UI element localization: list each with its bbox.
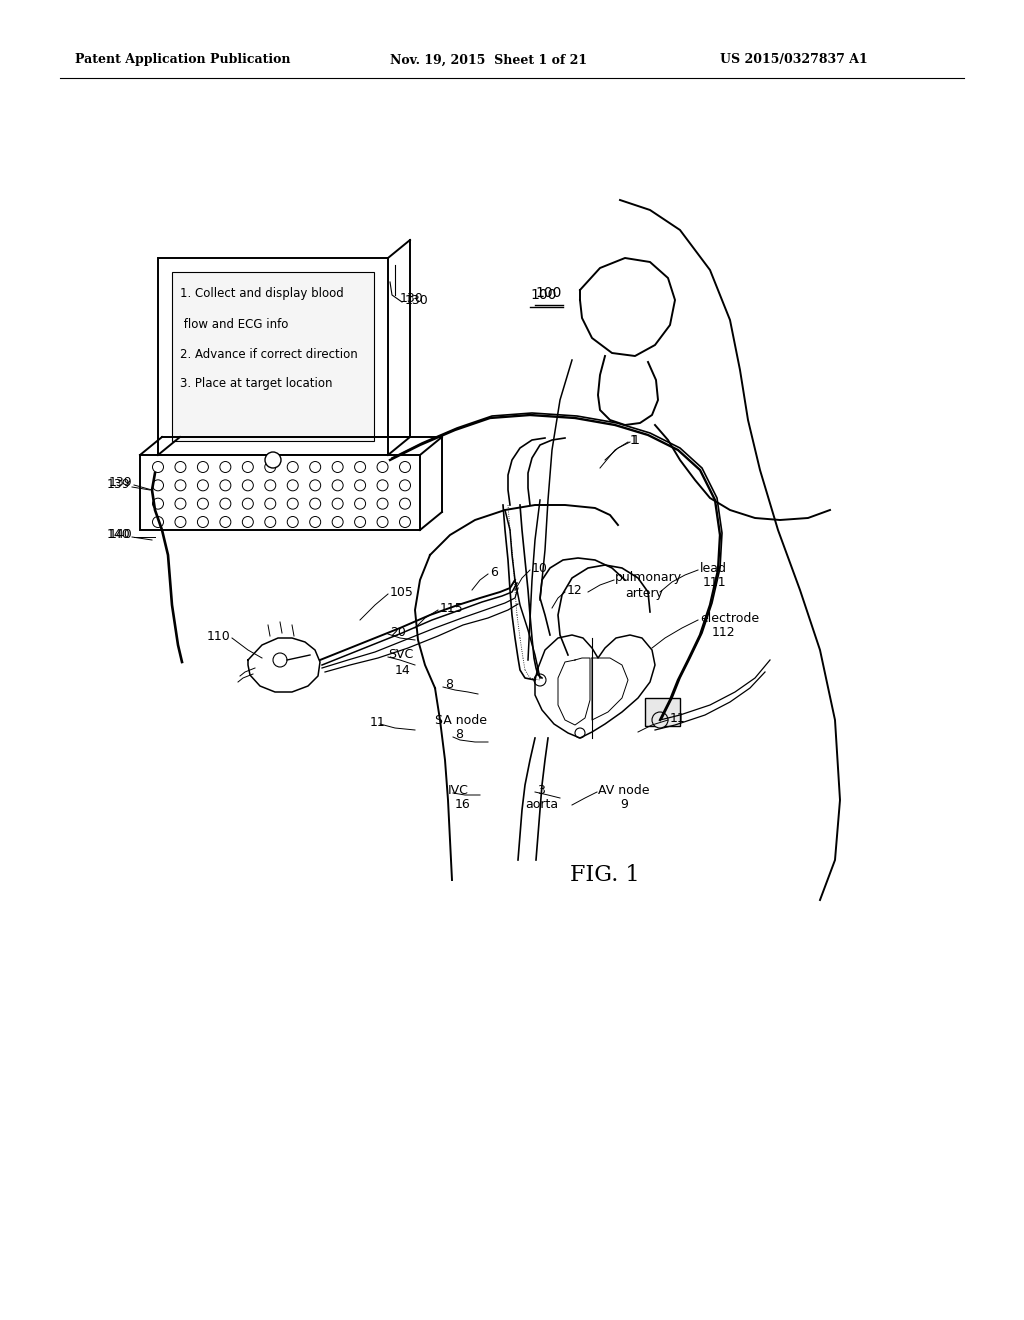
Text: 8: 8 [455,729,463,742]
Text: 3: 3 [537,784,545,796]
Text: AV node: AV node [598,784,649,796]
Text: 1: 1 [632,433,640,446]
Text: SVC: SVC [388,648,414,661]
Text: pulmonary: pulmonary [615,572,682,585]
Circle shape [575,729,585,738]
Text: 14: 14 [395,664,411,676]
Text: electrode: electrode [700,611,759,624]
Text: 11: 11 [670,711,686,725]
Text: FIG. 1: FIG. 1 [570,865,640,886]
Text: 3. Place at target location: 3. Place at target location [180,378,333,391]
Circle shape [534,675,546,686]
Text: 110: 110 [206,630,230,643]
Polygon shape [645,698,680,726]
Text: SA node: SA node [435,714,487,726]
Text: 111: 111 [703,577,727,590]
Circle shape [273,653,287,667]
Text: lead: lead [700,561,727,574]
Text: 112: 112 [712,627,735,639]
Text: 9: 9 [620,799,628,812]
Text: Nov. 19, 2015  Sheet 1 of 21: Nov. 19, 2015 Sheet 1 of 21 [390,54,587,66]
Text: IVC: IVC [449,784,469,796]
Text: flow and ECG info: flow and ECG info [180,318,289,330]
Text: 10: 10 [532,561,548,574]
Text: 105: 105 [390,586,414,598]
Text: 130: 130 [406,293,429,306]
Text: 16: 16 [455,799,471,812]
Polygon shape [158,257,388,455]
Text: 1. Collect and display blood: 1. Collect and display blood [180,288,344,301]
Text: 12: 12 [567,583,583,597]
Text: 140: 140 [106,528,130,541]
Text: 100: 100 [535,286,561,300]
Text: 11: 11 [370,715,386,729]
Text: 130: 130 [400,292,424,305]
Text: 8: 8 [445,678,453,692]
Polygon shape [172,272,374,441]
Text: 139: 139 [106,479,130,491]
Polygon shape [140,455,420,531]
Text: 2. Advance if correct direction: 2. Advance if correct direction [180,347,357,360]
Circle shape [652,711,668,729]
Text: Patent Application Publication: Patent Application Publication [75,54,291,66]
Text: 100: 100 [530,288,556,302]
Text: 6: 6 [490,565,498,578]
Text: aorta: aorta [525,799,558,812]
Circle shape [265,451,281,469]
Text: 139: 139 [109,477,132,490]
Text: 1: 1 [630,433,638,446]
Text: US 2015/0327837 A1: US 2015/0327837 A1 [720,54,867,66]
Text: artery: artery [625,586,663,599]
Text: 140: 140 [109,528,132,541]
Text: 20: 20 [390,626,406,639]
Text: 115: 115 [440,602,464,615]
